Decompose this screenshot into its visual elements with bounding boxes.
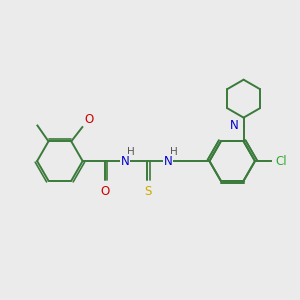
Text: N: N [164, 154, 172, 168]
Text: H: H [169, 147, 177, 157]
Text: N: N [230, 119, 239, 132]
Text: H: H [127, 147, 135, 157]
Text: Cl: Cl [275, 154, 287, 168]
Text: S: S [144, 185, 151, 198]
Text: O: O [85, 112, 94, 125]
Text: N: N [121, 154, 130, 168]
Text: O: O [100, 185, 110, 198]
